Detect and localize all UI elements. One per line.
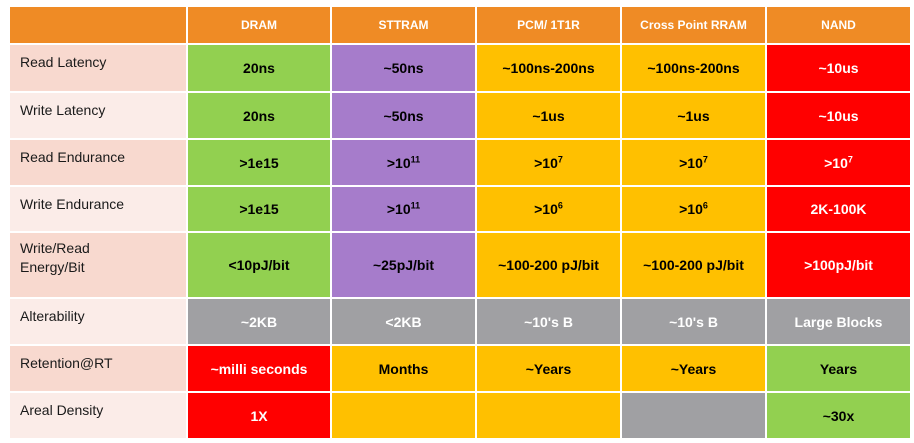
cell-pcm <box>477 393 620 438</box>
cell-pcm: ~Years <box>477 346 620 391</box>
header-sttram: STTRAM <box>332 7 475 43</box>
cell-sttram: Months <box>332 346 475 391</box>
header-pcm: PCM/ 1T1R <box>477 7 620 43</box>
cell-sttram: >1011 <box>332 187 475 231</box>
cell-sttram <box>332 393 475 438</box>
cell-dram: 20ns <box>188 45 330 91</box>
cell-nand: ~10us <box>767 93 910 138</box>
cell-crosspoint-rram <box>622 393 765 438</box>
cell-dram: 20ns <box>188 93 330 138</box>
cell-sttram: >1011 <box>332 140 475 185</box>
row-label: Alterability <box>10 299 186 344</box>
cell-nand: ~10us <box>767 45 910 91</box>
cell-crosspoint-rram: ~100ns-200ns <box>622 45 765 91</box>
row-label: Retention@RT <box>10 346 186 391</box>
row-label: Read Latency <box>10 45 186 91</box>
cell-dram: <10pJ/bit <box>188 233 330 297</box>
cell-crosspoint-rram: >107 <box>622 140 765 185</box>
cell-sttram: ~50ns <box>332 45 475 91</box>
cell-dram: 1X <box>188 393 330 438</box>
row-label: Write Endurance <box>10 187 186 231</box>
cell-nand: Large Blocks <box>767 299 910 344</box>
cell-nand: ~30x <box>767 393 910 438</box>
cell-pcm: ~10's B <box>477 299 620 344</box>
cell-crosspoint-rram: ~1us <box>622 93 765 138</box>
cell-dram: >1e15 <box>188 187 330 231</box>
table-row-alterability: Alterability ~2KB <2KB ~10's B ~10's B L… <box>10 299 910 344</box>
header-crosspoint-rram: Cross Point RRAM <box>622 7 765 43</box>
memory-comparison-table: DRAM STTRAM PCM/ 1T1R Cross Point RRAM N… <box>8 5 912 440</box>
cell-sttram: ~50ns <box>332 93 475 138</box>
cell-nand: 2K-100K <box>767 187 910 231</box>
cell-sttram: <2KB <box>332 299 475 344</box>
cell-crosspoint-rram: ~Years <box>622 346 765 391</box>
cell-crosspoint-rram: >106 <box>622 187 765 231</box>
table-row-write-endurance: Write Endurance >1e15 >1011 >106 >106 2K… <box>10 187 910 231</box>
row-label: Write Latency <box>10 93 186 138</box>
cell-nand: Years <box>767 346 910 391</box>
cell-nand: >107 <box>767 140 910 185</box>
row-label: Areal Density <box>10 393 186 438</box>
cell-dram: ~milli seconds <box>188 346 330 391</box>
table-row-areal-density: Areal Density 1X ~30x <box>10 393 910 438</box>
cell-sttram: ~25pJ/bit <box>332 233 475 297</box>
cell-crosspoint-rram: ~10's B <box>622 299 765 344</box>
header-row: DRAM STTRAM PCM/ 1T1R Cross Point RRAM N… <box>10 7 910 43</box>
table-row-read-latency: Read Latency 20ns ~50ns ~100ns-200ns ~10… <box>10 45 910 91</box>
cell-pcm: ~100ns-200ns <box>477 45 620 91</box>
cell-crosspoint-rram: ~100-200 pJ/bit <box>622 233 765 297</box>
cell-nand: >100pJ/bit <box>767 233 910 297</box>
row-label: Read Endurance <box>10 140 186 185</box>
table-row-read-endurance: Read Endurance >1e15 >1011 >107 >107 >10… <box>10 140 910 185</box>
header-dram: DRAM <box>188 7 330 43</box>
table-row-retention: Retention@RT ~milli seconds Months ~Year… <box>10 346 910 391</box>
table-row-energy-per-bit: Write/Read Energy/Bit <10pJ/bit ~25pJ/bit… <box>10 233 910 297</box>
row-label: Write/Read Energy/Bit <box>10 233 186 297</box>
cell-dram: >1e15 <box>188 140 330 185</box>
cell-pcm: >107 <box>477 140 620 185</box>
header-nand: NAND <box>767 7 910 43</box>
cell-pcm: ~100-200 pJ/bit <box>477 233 620 297</box>
cell-pcm: >106 <box>477 187 620 231</box>
cell-dram: ~2KB <box>188 299 330 344</box>
header-corner <box>10 7 186 43</box>
cell-pcm: ~1us <box>477 93 620 138</box>
table-row-write-latency: Write Latency 20ns ~50ns ~1us ~1us ~10us <box>10 93 910 138</box>
